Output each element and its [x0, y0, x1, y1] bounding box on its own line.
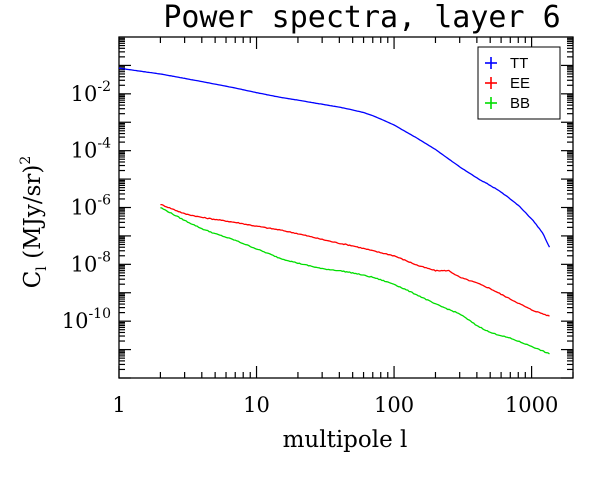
y-axis-label-superscript: 2 [18, 156, 34, 165]
chart-title: Power spectra, layer 6 [163, 0, 560, 35]
y-tick-exponent: -6 [97, 193, 111, 209]
series-line-bb [160, 206, 550, 355]
x-tick-label: 10 [243, 393, 270, 417]
y-axis-label-rest: (MJy/sr) [20, 165, 46, 267]
x-axis-label: multipole l [283, 427, 408, 453]
series-layer [119, 67, 551, 355]
y-tick-label: 10-2 [71, 79, 111, 106]
y-tick-base: 10 [62, 309, 89, 333]
legend: TT EE BB [477, 46, 561, 120]
x-axis-ticks: 1 10 100 1000 [112, 37, 574, 417]
legend-label: TT [510, 55, 528, 72]
y-axis-label-subscript: l [34, 266, 50, 271]
y-tick-exponent: -8 [97, 249, 111, 265]
y-tick-exponent: -10 [88, 306, 111, 322]
x-tick-label: 1000 [505, 393, 558, 417]
x-tick-label: 1 [112, 393, 125, 417]
y-axis-ticks: 10-210-410-610-810-10 [62, 37, 573, 379]
series-line-ee [160, 203, 550, 317]
y-tick-base: 10 [71, 82, 98, 106]
y-tick-base: 10 [71, 139, 98, 163]
y-tick-label: 10-6 [71, 193, 111, 220]
y-tick-label: 10-10 [62, 306, 111, 333]
series-line-tt [119, 67, 551, 248]
legend-label: EE [510, 75, 530, 92]
y-tick-label: 10-4 [71, 136, 111, 163]
y-tick-base: 10 [71, 252, 98, 276]
x-tick-label: 100 [374, 393, 414, 417]
legend-item-bb: BB [485, 95, 530, 112]
y-tick-label: 10-8 [71, 249, 111, 276]
y-tick-base: 10 [71, 196, 98, 220]
y-axis-label-main: C [20, 271, 46, 289]
y-tick-exponent: -2 [97, 79, 111, 95]
legend-label: BB [510, 95, 530, 112]
y-tick-exponent: -4 [97, 136, 111, 152]
legend-item-tt: TT [485, 55, 528, 72]
legend-item-ee: EE [485, 75, 530, 92]
y-axis-label: Cl (MJy/sr)2 [18, 156, 50, 289]
